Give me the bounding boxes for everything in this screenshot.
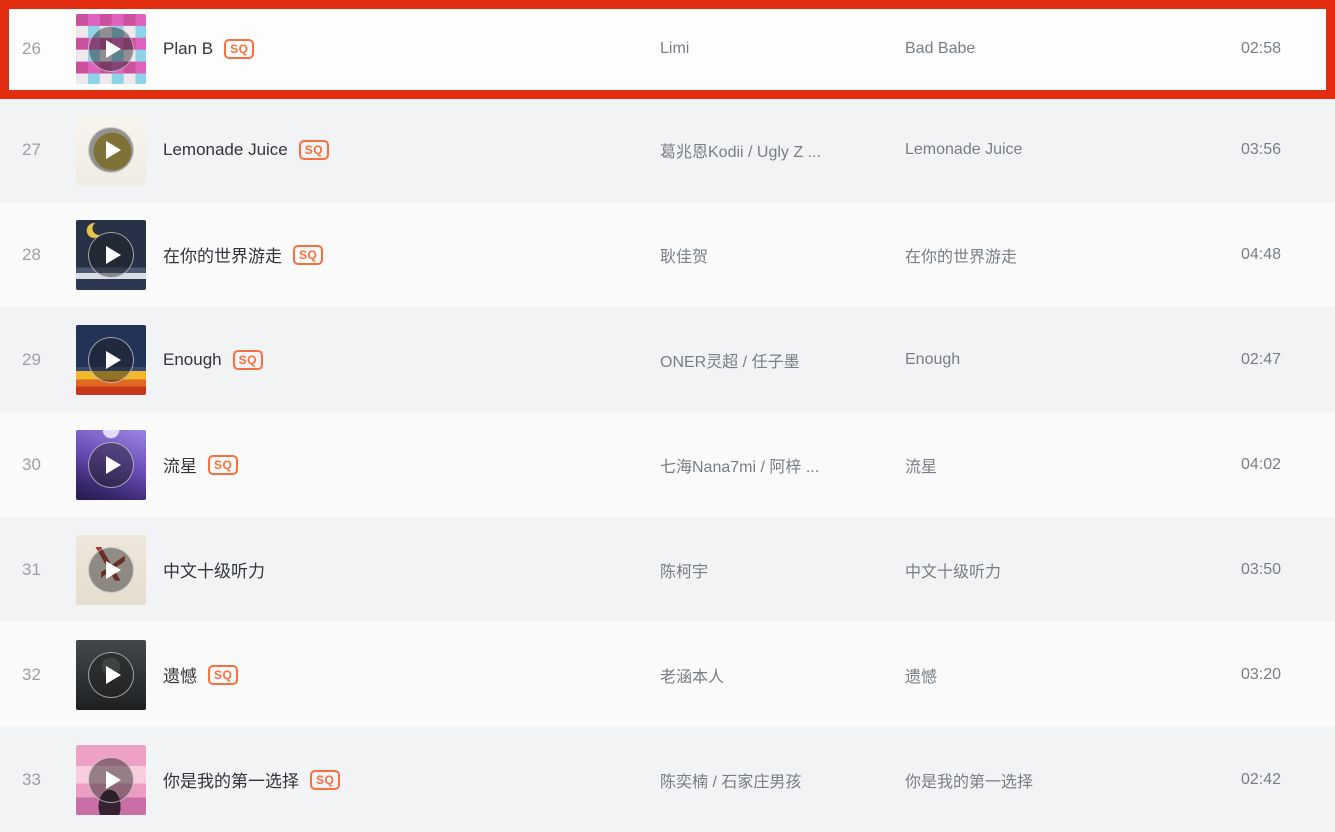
- play-icon: [106, 245, 121, 264]
- song-title[interactable]: 在你的世界游走: [163, 247, 282, 266]
- play-icon: [106, 560, 121, 579]
- play-icon: [106, 455, 121, 474]
- song-duration: 04:02: [1240, 455, 1281, 473]
- track-number: 29: [22, 349, 41, 369]
- song-row[interactable]: 27 Lemonade Juice SQ 葛兆恩Kodii / Ugly Z .…: [0, 97, 1335, 202]
- track-number: 28: [22, 244, 41, 264]
- artist-name[interactable]: ONER灵超 / 任子墨: [660, 353, 800, 371]
- sq-quality-badge: SQ: [293, 244, 324, 265]
- play-button[interactable]: [76, 115, 146, 185]
- album-cover[interactable]: [76, 639, 146, 710]
- sq-quality-badge: SQ: [208, 664, 239, 685]
- artist-name[interactable]: 陈柯宇: [660, 563, 709, 581]
- song-duration: 03:20: [1240, 665, 1281, 683]
- sq-quality-badge: SQ: [232, 349, 263, 370]
- title-cell: Lemonade Juice SQ: [163, 139, 660, 160]
- album-name[interactable]: 中文十级听力: [905, 563, 1002, 581]
- play-icon: [106, 350, 121, 369]
- album-name[interactable]: Lemonade Juice: [905, 140, 1023, 158]
- song-title[interactable]: 你是我的第一选择: [163, 772, 299, 791]
- album-cover[interactable]: [76, 324, 146, 395]
- play-button[interactable]: [76, 535, 146, 605]
- play-button[interactable]: [76, 640, 146, 710]
- play-button[interactable]: [76, 745, 146, 815]
- play-circle: [88, 651, 134, 698]
- artist-name[interactable]: 陈奕楠 / 石家庄男孩: [660, 773, 802, 791]
- album-name[interactable]: 在你的世界游走: [905, 248, 1018, 266]
- sq-quality-badge: SQ: [224, 38, 255, 59]
- artist-name[interactable]: 耿佳贺: [660, 248, 709, 266]
- song-title[interactable]: 流星: [163, 457, 197, 476]
- song-title[interactable]: 遗憾: [163, 667, 197, 686]
- song-row[interactable]: 33 你是我的第一选择 SQ 陈奕楠 / 石家庄男孩 你是我的第一选择 02:4…: [0, 727, 1335, 832]
- album-cover[interactable]: [76, 534, 146, 605]
- play-circle: [88, 441, 134, 488]
- song-row[interactable]: 30 流星 SQ 七海Nana7mi / 阿梓 ... 流星 04:02: [0, 412, 1335, 517]
- song-duration: 04:48: [1240, 245, 1281, 263]
- play-circle: [88, 231, 134, 278]
- artist-name[interactable]: 老涵本人: [660, 668, 725, 686]
- song-row[interactable]: 26 Plan B SQ Limi Bad Babe 02:58: [0, 0, 1335, 97]
- play-button[interactable]: [76, 325, 146, 395]
- song-title[interactable]: 中文十级听力: [163, 562, 265, 581]
- sq-quality-badge: SQ: [310, 769, 341, 790]
- song-duration: 03:56: [1240, 140, 1281, 158]
- play-button[interactable]: [76, 14, 146, 84]
- title-cell: 在你的世界游走 SQ: [163, 242, 660, 267]
- artist-name[interactable]: 七海Nana7mi / 阿梓 ...: [660, 458, 820, 476]
- play-circle: [88, 546, 134, 593]
- play-circle: [88, 126, 134, 173]
- play-icon: [106, 39, 121, 58]
- sq-quality-badge: SQ: [298, 139, 330, 160]
- play-circle: [88, 756, 134, 803]
- track-number: 31: [22, 559, 41, 579]
- album-cover[interactable]: [76, 744, 146, 815]
- album-name[interactable]: Bad Babe: [905, 39, 976, 57]
- track-number: 32: [22, 664, 41, 684]
- song-row[interactable]: 29 Enough SQ ONER灵超 / 任子墨 Enough 02:47: [0, 307, 1335, 412]
- song-title[interactable]: Lemonade Juice: [163, 139, 288, 159]
- title-cell: 你是我的第一选择 SQ: [163, 767, 660, 792]
- title-cell: 中文十级听力: [163, 557, 660, 582]
- album-cover[interactable]: [76, 13, 146, 84]
- song-row[interactable]: 31 中文十级听力 陈柯宇 中文十级听力 03:50: [0, 517, 1335, 622]
- song-duration: 03:50: [1240, 560, 1281, 578]
- track-number: 27: [22, 139, 41, 159]
- album-name[interactable]: 遗憾: [905, 668, 938, 686]
- play-circle: [88, 25, 134, 72]
- album-cover[interactable]: [76, 114, 146, 185]
- play-circle: [88, 336, 134, 383]
- play-icon: [106, 140, 121, 159]
- artist-name[interactable]: 葛兆恩Kodii / Ugly Z ...: [660, 143, 821, 161]
- track-number: 30: [22, 454, 41, 474]
- album-name[interactable]: Enough: [905, 350, 961, 368]
- track-number: 33: [22, 769, 41, 789]
- album-cover[interactable]: [76, 219, 146, 290]
- sq-quality-badge: SQ: [208, 454, 239, 475]
- play-button[interactable]: [76, 220, 146, 290]
- title-cell: 流星 SQ: [163, 452, 660, 477]
- title-cell: Enough SQ: [163, 349, 660, 370]
- title-cell: Plan B SQ: [163, 38, 660, 59]
- song-title[interactable]: Plan B: [163, 38, 214, 58]
- song-title[interactable]: Enough: [163, 349, 222, 369]
- album-cover[interactable]: [76, 429, 146, 500]
- song-row[interactable]: 32 遗憾 SQ 老涵本人 遗憾 03:20: [0, 622, 1335, 727]
- song-duration: 02:42: [1240, 770, 1281, 788]
- play-button[interactable]: [76, 430, 146, 500]
- title-cell: 遗憾 SQ: [163, 662, 660, 687]
- album-name[interactable]: 流星: [905, 458, 938, 476]
- album-name[interactable]: 你是我的第一选择: [905, 773, 1034, 791]
- play-icon: [106, 770, 121, 789]
- song-duration: 02:47: [1240, 350, 1281, 368]
- track-number: 26: [22, 38, 41, 58]
- artist-name[interactable]: Limi: [660, 39, 690, 57]
- song-duration: 02:58: [1240, 39, 1281, 57]
- play-icon: [106, 665, 121, 684]
- song-row[interactable]: 28 在你的世界游走 SQ 耿佳贺 在你的世界游走 04:48: [0, 202, 1335, 307]
